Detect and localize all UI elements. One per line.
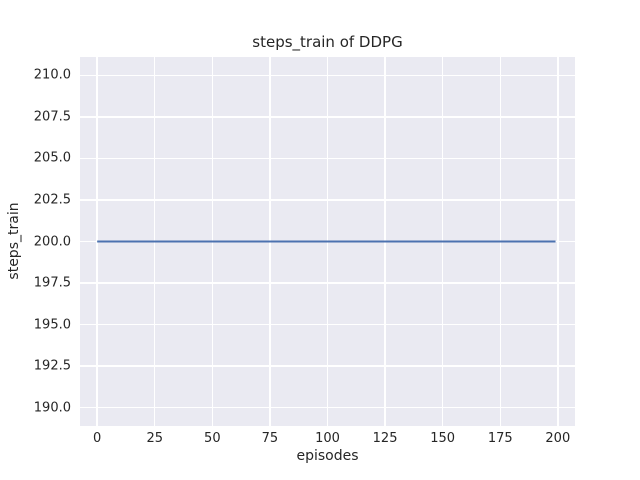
y-tick-label: 195.0: [33, 317, 71, 333]
chart-title: steps_train of DDPG: [252, 33, 403, 51]
x-axis-label: episodes: [296, 448, 359, 464]
grid-line-vertical: [96, 57, 98, 426]
x-tick-label: 200: [545, 431, 571, 446]
x-tick-label: 100: [315, 431, 340, 446]
x-tick-label: 25: [146, 431, 164, 446]
x-tick-label: 75: [261, 431, 279, 446]
y-tick-label: 190.0: [33, 400, 71, 416]
x-tick-label: 175: [487, 431, 513, 446]
y-tick-label: 197.5: [33, 275, 71, 291]
y-tick-label: 192.5: [33, 358, 71, 374]
x-tick-label: 150: [430, 431, 456, 446]
x-tick-label: 125: [372, 431, 398, 446]
x-tick-label: 50: [204, 431, 221, 446]
y-tick-label: 202.5: [33, 192, 71, 208]
series-layer: [97, 240, 556, 243]
grid-line-vertical: [557, 57, 559, 426]
y-tick-label: 207.5: [33, 109, 71, 125]
y-tick-label: 205.0: [33, 150, 71, 166]
plot-area: [80, 57, 575, 426]
x-tick-label: 0: [93, 431, 102, 446]
y-tick-label: 210.0: [33, 67, 71, 83]
y-tick-label: 200.0: [33, 234, 71, 249]
